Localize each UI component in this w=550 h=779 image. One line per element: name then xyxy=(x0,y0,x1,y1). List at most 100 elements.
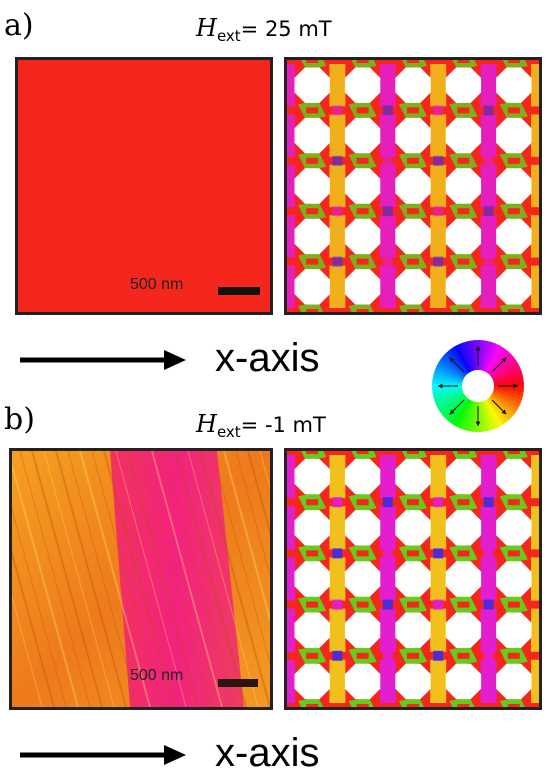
domain-patch xyxy=(430,455,447,499)
domain-patch xyxy=(379,114,396,157)
domain-patch xyxy=(480,659,497,703)
antidot-hole xyxy=(496,612,532,648)
color-wheel-segment xyxy=(449,398,471,426)
domain-streak xyxy=(235,451,270,578)
domain-patch xyxy=(531,164,539,208)
color-wheel-segment xyxy=(492,390,523,404)
domain-streak xyxy=(199,451,270,707)
antidot-hole xyxy=(344,612,381,648)
domain-patch xyxy=(507,309,520,312)
domain-patch xyxy=(457,258,470,265)
domain-patch xyxy=(480,506,497,550)
color-wheel-arrowhead xyxy=(513,383,518,389)
domain-patch xyxy=(430,215,447,258)
scale-bar-label: 500 nm xyxy=(130,667,184,684)
domain-patch xyxy=(531,557,539,601)
color-wheel-segment xyxy=(432,372,463,384)
domain-patch xyxy=(507,601,520,608)
domain-patch xyxy=(507,258,520,265)
domain-patch xyxy=(287,164,295,208)
color-wheel-center xyxy=(462,370,494,402)
antidot-hole xyxy=(445,561,482,597)
color-wheel-segment xyxy=(438,357,466,379)
color-wheel-segment xyxy=(453,399,472,428)
domain-patch xyxy=(356,107,369,114)
domain-patch xyxy=(407,309,419,312)
domain-patch xyxy=(507,208,520,215)
domain-patch xyxy=(287,64,295,107)
domain-patch xyxy=(430,114,447,157)
color-wheel-segment xyxy=(487,348,510,375)
domain-patch xyxy=(329,114,346,157)
domain-patch xyxy=(531,215,539,258)
color-wheel-segment xyxy=(460,400,474,431)
domain-patch xyxy=(382,105,393,116)
color-wheel-segment xyxy=(482,341,496,372)
domain-patch xyxy=(433,155,444,166)
domain-patch xyxy=(483,599,494,610)
domain-streak xyxy=(163,451,235,707)
field-subscript: ext xyxy=(216,423,241,442)
domain-patch xyxy=(483,105,494,116)
domain-patch xyxy=(382,599,393,610)
domain-patch xyxy=(483,155,494,166)
domain-patch xyxy=(329,557,346,601)
domain-patch xyxy=(332,548,343,559)
domain-patch xyxy=(306,107,319,114)
domain-patch xyxy=(287,114,295,157)
domain-patch xyxy=(433,599,444,610)
domain-patch xyxy=(329,265,346,308)
domain-patch xyxy=(480,265,497,308)
domain-patch xyxy=(329,64,346,107)
panel-b-field-label: Hext= -1 mT xyxy=(196,410,326,441)
antidot-hole xyxy=(294,168,330,204)
color-wheel-arrowhead xyxy=(438,383,443,389)
color-wheel-segment xyxy=(444,396,468,422)
antidot-hole xyxy=(496,218,532,255)
color-wheel-arrowhead xyxy=(449,409,455,415)
domain-patch xyxy=(457,309,470,312)
domain-patch xyxy=(430,557,447,601)
antidot-hole xyxy=(496,458,532,495)
domain-patch xyxy=(379,557,396,601)
domain-patch xyxy=(407,157,419,164)
domain-patch xyxy=(379,265,396,308)
domain-patch xyxy=(329,215,346,258)
color-wheel-segment xyxy=(464,401,476,432)
antidot-lattice-svg-a xyxy=(287,60,539,312)
domain-patch xyxy=(507,652,520,659)
color-wheel-segment xyxy=(490,356,517,378)
color-wheel-segment xyxy=(491,392,520,411)
domain-patch xyxy=(356,499,369,506)
antidot-hole xyxy=(344,269,381,305)
domain-patch xyxy=(407,499,419,506)
domain-streak xyxy=(211,451,270,666)
domain-patch xyxy=(382,206,393,217)
color-wheel-arrowhead xyxy=(475,421,481,426)
domain-patch xyxy=(287,659,295,703)
domain-patch xyxy=(433,548,444,559)
antidot-hole xyxy=(344,67,381,103)
antidot-hole xyxy=(395,458,431,495)
color-wheel-segment xyxy=(489,353,515,377)
domain-patch xyxy=(480,557,497,601)
domain-streak xyxy=(115,451,187,707)
domain-patch xyxy=(287,265,295,308)
color-wheel-segment xyxy=(483,342,500,372)
domain-patch xyxy=(430,659,447,703)
domain-patch xyxy=(356,704,369,707)
antidot-hole xyxy=(496,168,532,204)
field-subscript: ext xyxy=(216,27,241,46)
domain-wall-image: 500 nm xyxy=(9,448,273,710)
scale-bar xyxy=(218,287,260,295)
domain-patch xyxy=(507,499,520,506)
domain-patch xyxy=(430,265,447,308)
domain-patch xyxy=(430,506,447,550)
domain-patch xyxy=(306,309,319,312)
domain-streak xyxy=(12,507,67,707)
antidot-lattice-svg-b xyxy=(287,451,539,707)
domain-patch xyxy=(356,601,369,608)
antidot-hole xyxy=(496,561,532,597)
antidot-hole xyxy=(344,168,381,204)
antidot-hole xyxy=(294,117,330,154)
